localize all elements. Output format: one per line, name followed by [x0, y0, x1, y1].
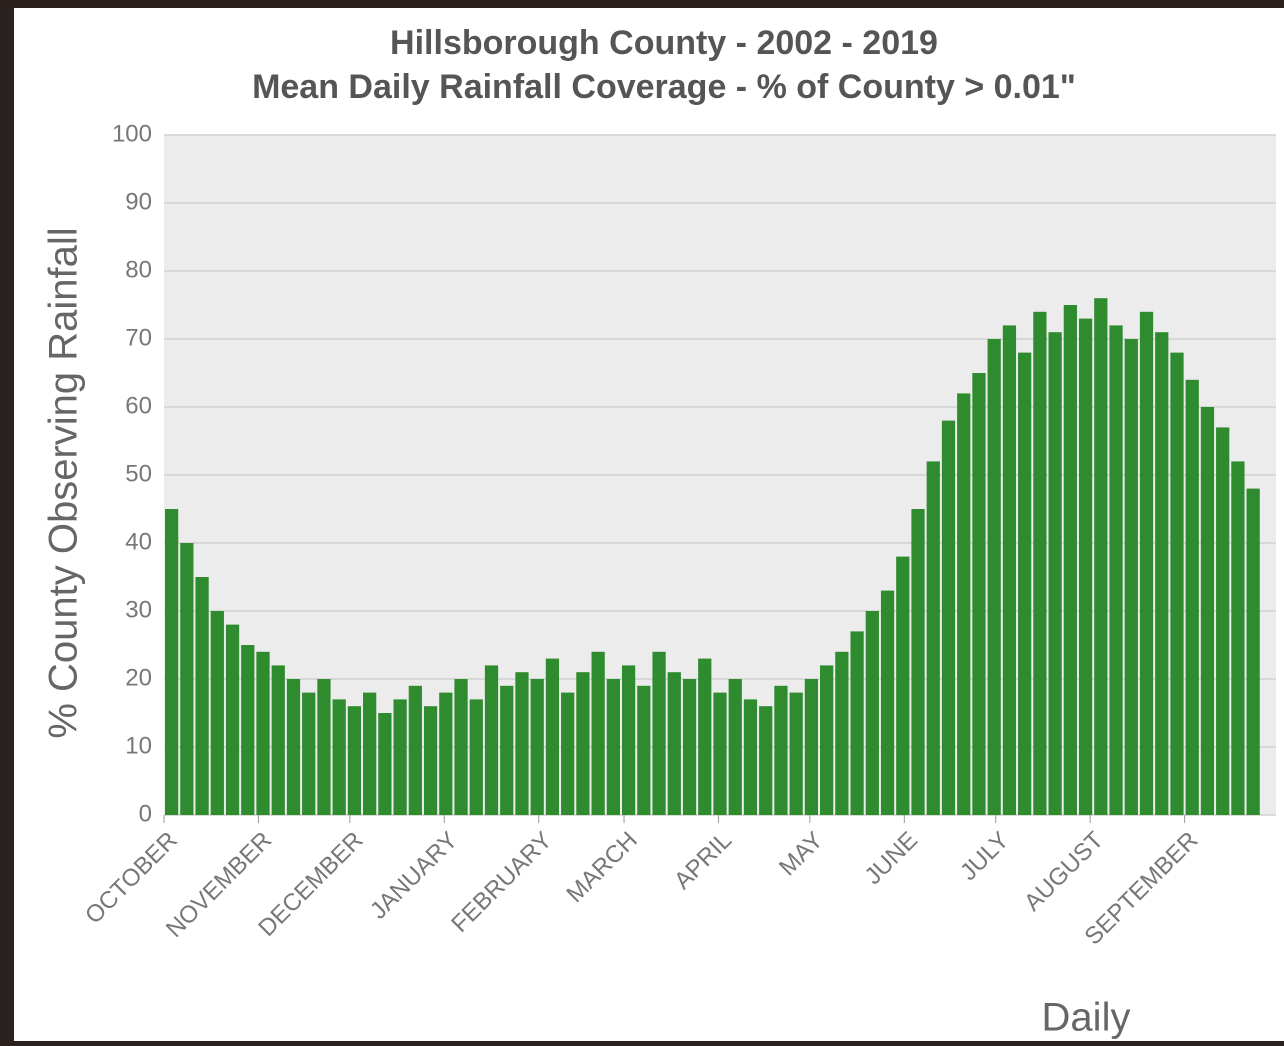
x-tick-label: APRIL	[669, 827, 737, 895]
bar	[1109, 325, 1123, 815]
x-axis-label: Daily	[1042, 996, 1131, 1040]
bar	[1155, 332, 1169, 815]
bar	[545, 658, 560, 815]
bar	[576, 672, 590, 815]
chart: Hillsborough County - 2002 - 2019 Mean D…	[42, 24, 1276, 1040]
bar	[241, 645, 255, 815]
bar	[317, 679, 331, 815]
bar	[500, 685, 514, 815]
bar	[957, 393, 971, 815]
bar	[698, 658, 712, 815]
bar	[484, 665, 499, 815]
bar	[408, 685, 422, 815]
bar	[393, 699, 407, 815]
bar	[271, 665, 285, 815]
bar	[896, 556, 910, 815]
bar	[621, 665, 636, 815]
bar	[637, 685, 651, 815]
bar	[972, 373, 986, 815]
bar	[454, 679, 468, 815]
bar	[941, 420, 956, 815]
bar	[926, 461, 940, 815]
bar	[423, 706, 438, 815]
bar	[439, 692, 453, 815]
bar	[1078, 318, 1093, 815]
chart-panel: Hillsborough County - 2002 - 2019 Mean D…	[14, 8, 1284, 1041]
x-tick-label: OCTOBER	[80, 827, 183, 930]
x-tick-label: JULY	[955, 827, 1014, 886]
x-tick-label: JANUARY	[365, 827, 463, 925]
bar	[728, 679, 742, 815]
y-tick-label: 10	[125, 732, 152, 759]
bar	[850, 631, 864, 815]
bar	[1185, 379, 1199, 815]
bar	[759, 706, 773, 815]
y-tick-label: 20	[125, 664, 152, 691]
bar	[1048, 332, 1062, 815]
bar	[880, 590, 895, 815]
bar	[1216, 427, 1230, 815]
bar	[515, 672, 529, 815]
bar	[682, 679, 697, 815]
chart-title: Hillsborough County - 2002 - 2019	[390, 24, 938, 62]
bar	[652, 651, 666, 815]
bar	[332, 699, 346, 815]
bar	[667, 672, 681, 815]
chart-subtitle: Mean Daily Rainfall Coverage - % of Coun…	[252, 68, 1076, 106]
x-tick-label: JUNE	[860, 827, 923, 890]
bar	[1094, 298, 1108, 815]
bar	[591, 651, 605, 815]
bar	[256, 651, 270, 815]
bar	[1018, 352, 1032, 815]
y-tick-label: 0	[139, 800, 152, 827]
y-axis-label: % County Observing Rainfall	[42, 227, 86, 738]
y-tick-label: 70	[125, 324, 152, 351]
bar	[774, 685, 788, 815]
bar	[165, 509, 179, 815]
bar	[1002, 325, 1017, 815]
bar	[302, 692, 316, 815]
bar	[210, 611, 224, 815]
y-tick-label: 90	[125, 188, 152, 215]
bar	[865, 611, 879, 815]
x-tick-label: MARCH	[561, 827, 642, 908]
x-tick-label: MAY	[774, 827, 829, 882]
bar	[1139, 311, 1154, 815]
y-tick-label: 40	[125, 528, 152, 555]
x-tick-label: AUGUST	[1019, 826, 1109, 916]
bar	[286, 679, 301, 815]
bar	[378, 713, 392, 815]
y-tick-label: 30	[125, 596, 152, 623]
bar	[225, 624, 240, 815]
bar	[195, 577, 209, 815]
bar	[363, 692, 377, 815]
bar	[1124, 339, 1138, 815]
bar	[987, 339, 1001, 815]
y-tick-label: 60	[125, 392, 152, 419]
bar	[530, 679, 544, 815]
y-tick-label: 80	[125, 256, 152, 283]
y-tick-label: 100	[112, 120, 152, 147]
bar	[347, 706, 362, 815]
bar	[1063, 305, 1077, 815]
bar	[820, 665, 834, 815]
bar	[713, 692, 727, 815]
bar	[835, 651, 849, 815]
x-tick-label: FEBRUARY	[446, 827, 557, 938]
bar	[606, 679, 620, 815]
bar	[1200, 407, 1215, 815]
bar	[911, 509, 925, 815]
bar	[561, 692, 575, 815]
bar	[1170, 352, 1184, 815]
bar	[469, 699, 483, 815]
bar	[804, 679, 819, 815]
y-tick-label: 50	[125, 460, 152, 487]
bar	[180, 543, 194, 815]
bar	[743, 699, 758, 815]
bar	[1246, 488, 1260, 815]
bar	[1231, 461, 1245, 815]
bar	[1033, 311, 1047, 815]
bar	[789, 692, 803, 815]
